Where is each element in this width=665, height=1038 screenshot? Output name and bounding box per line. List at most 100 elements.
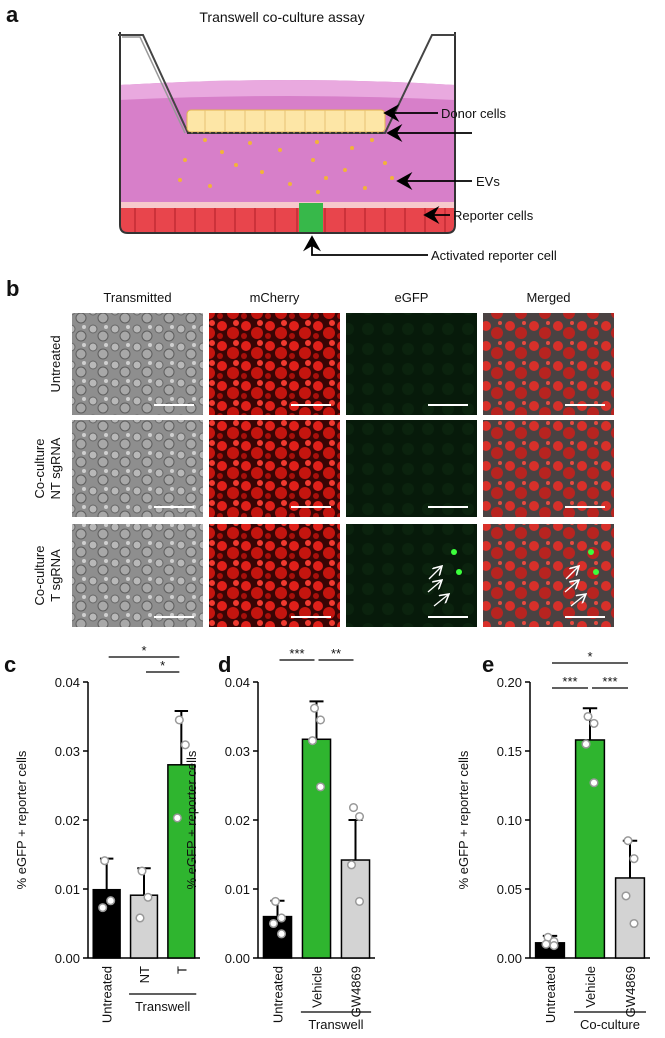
micrograph	[346, 420, 477, 517]
green-cell	[451, 549, 457, 555]
data-point	[346, 860, 357, 870]
diagram-label: Donor cells	[441, 106, 507, 121]
micrograph	[72, 313, 203, 415]
data-point	[276, 913, 287, 923]
bar	[167, 764, 196, 959]
error-bar	[348, 819, 363, 861]
micrograph	[209, 420, 340, 517]
y-tick-label: 0.00	[225, 951, 250, 966]
data-point	[270, 896, 281, 906]
micrograph	[483, 524, 614, 627]
data-point	[629, 854, 639, 864]
significance-label: **	[331, 646, 341, 661]
column-header: Merged	[526, 290, 570, 305]
data-point	[315, 715, 326, 725]
micrograph	[209, 524, 340, 627]
micrograph	[346, 524, 477, 627]
data-point	[589, 778, 599, 788]
x-tick-label: Untreated	[100, 966, 115, 1023]
y-tick-label: 0.03	[55, 744, 80, 759]
x-tick-label: GW4869	[349, 966, 364, 1017]
data-point	[137, 866, 147, 876]
y-tick-label: 0.03	[225, 744, 250, 759]
diagram-label: Reporter cells	[453, 208, 534, 223]
row-label: Untreated	[48, 335, 63, 392]
data-point	[100, 856, 110, 866]
column-header: eGFP	[395, 290, 429, 305]
x-tick-label: Vehicle	[310, 966, 325, 1008]
green-cell	[456, 569, 462, 575]
y-tick-label: 0.02	[225, 813, 250, 828]
data-point	[589, 718, 599, 728]
panel-label: e	[482, 652, 494, 677]
y-tick-label: 0.10	[497, 813, 522, 828]
arrow	[428, 566, 442, 580]
data-point	[276, 929, 287, 939]
x-tick-label: Vehicle	[583, 966, 598, 1008]
data-point	[315, 782, 326, 792]
micrograph	[483, 420, 614, 517]
y-axis-label: % eGFP + reporter cells	[14, 750, 29, 889]
data-point	[581, 739, 591, 749]
panel-label: d	[218, 652, 231, 677]
diagram-title: Transwell co-culture assay	[199, 9, 364, 25]
group-label: Co-culture	[580, 1017, 640, 1032]
transwell-diagram	[118, 32, 472, 256]
bar	[129, 894, 159, 959]
row-label: NT sgRNA	[48, 437, 63, 499]
y-tick-label: 0.01	[55, 882, 80, 897]
green-cell	[588, 549, 594, 555]
data-point	[143, 892, 153, 902]
y-tick-label: 0.05	[497, 882, 522, 897]
micrograph	[72, 524, 203, 627]
y-tick-label: 0.00	[55, 951, 80, 966]
x-tick-label: Untreated	[271, 966, 286, 1023]
y-tick-label: 0.15	[497, 744, 522, 759]
y-tick-label: 0.02	[55, 813, 80, 828]
x-tick-label: Untreated	[543, 966, 558, 1023]
diagram-label: Activated reporter cell	[431, 248, 557, 263]
arrow	[433, 594, 449, 607]
data-point	[541, 939, 551, 949]
data-point	[354, 896, 365, 906]
arrow	[564, 580, 579, 593]
data-point	[307, 736, 318, 746]
micrograph	[209, 313, 340, 415]
y-tick-label: 0.04	[225, 675, 250, 690]
x-tick-label: NT	[137, 966, 152, 983]
data-point	[268, 918, 279, 929]
data-point	[354, 812, 365, 822]
y-tick-label: 0.01	[225, 882, 250, 897]
y-tick-label: 0.00	[497, 951, 522, 966]
x-tick-label: T	[174, 966, 189, 974]
bar	[574, 739, 606, 959]
micrograph	[346, 313, 477, 415]
bar	[614, 877, 646, 959]
group-label: Transwell	[308, 1017, 363, 1032]
significance-label: *	[141, 643, 146, 658]
bar	[301, 738, 332, 959]
row-label: Co-culture	[32, 439, 47, 499]
data-point	[174, 715, 184, 725]
group-label: Transwell	[135, 999, 190, 1014]
arrow	[565, 566, 579, 580]
panel-label: a	[6, 2, 19, 27]
data-point	[180, 740, 190, 750]
green-cell	[593, 569, 599, 575]
micrograph	[483, 313, 614, 415]
panel-label: c	[4, 652, 16, 677]
significance-label: ***	[289, 646, 304, 661]
significance-label: *	[160, 658, 165, 673]
panel-label: b	[6, 276, 19, 301]
x-tick-label: GW4869	[623, 966, 638, 1017]
micrograph	[72, 420, 203, 517]
y-axis-label: % eGFP + reporter cells	[184, 750, 199, 889]
column-header: Transmitted	[103, 290, 171, 305]
row-label: Co-culture	[32, 546, 47, 606]
y-tick-label: 0.20	[497, 675, 522, 690]
data-point	[629, 918, 639, 929]
data-point	[106, 896, 116, 906]
data-point	[348, 803, 359, 813]
data-point	[583, 711, 593, 722]
